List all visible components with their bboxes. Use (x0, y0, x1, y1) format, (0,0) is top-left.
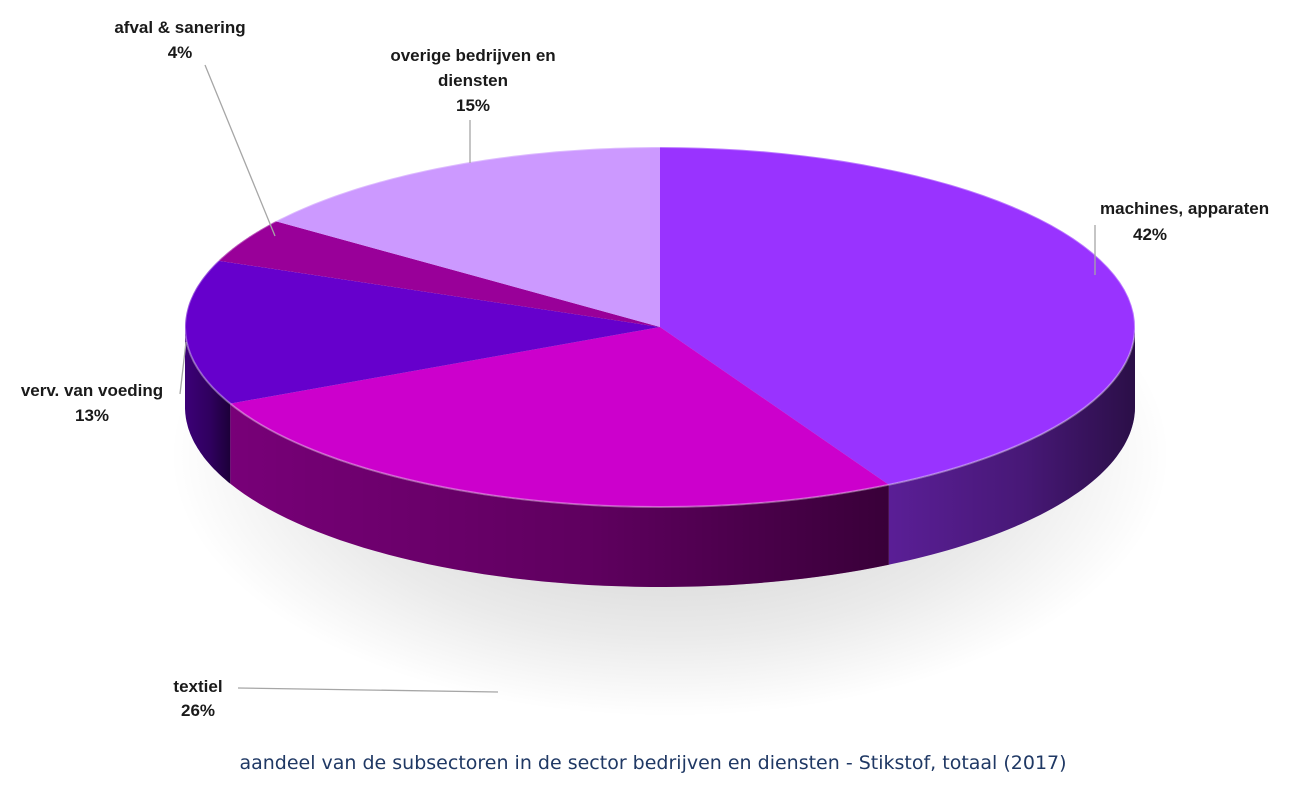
pie-rim (184, 146, 1136, 508)
pie-slice-textiel (230, 327, 889, 507)
label-voeding-name: verv. van voeding (21, 381, 163, 400)
pie-slice-afval (218, 221, 660, 327)
leader-line-textiel (237, 687, 499, 693)
leader-lines (179, 64, 1096, 693)
pie-slice-overige (275, 147, 660, 327)
label-overige-name-line2: diensten (438, 71, 508, 90)
leader-line-voeding (179, 341, 187, 395)
label-textiel-value: 26% (181, 701, 215, 720)
pie-side-shade-voeding (185, 327, 231, 484)
label-machines-name: machines, apparaten (1100, 199, 1269, 218)
label-overige-name-line1: overige bedrijven en (390, 46, 555, 65)
label-textiel-name: textiel (173, 677, 222, 696)
pie-slice-machines (660, 147, 1135, 485)
label-afval-name: afval & sanering (114, 18, 245, 37)
label-machines-value: 42% (1133, 225, 1167, 244)
label-voeding-value: 13% (75, 406, 109, 425)
chart-title: aandeel van de subsectoren in de sector … (239, 752, 1067, 774)
data-labels: machines, apparaten 42% textiel 26% verv… (21, 18, 1269, 720)
pie-tops (184, 146, 1136, 508)
label-overige-value: 15% (456, 96, 490, 115)
label-afval-value: 4% (168, 43, 193, 62)
pie-side-shade-textiel (230, 403, 889, 587)
pie-side-shade-machines (888, 327, 1135, 565)
pie-sides (185, 327, 1135, 587)
leader-line-afval (204, 64, 276, 237)
pie-slice-voeding (185, 260, 660, 404)
